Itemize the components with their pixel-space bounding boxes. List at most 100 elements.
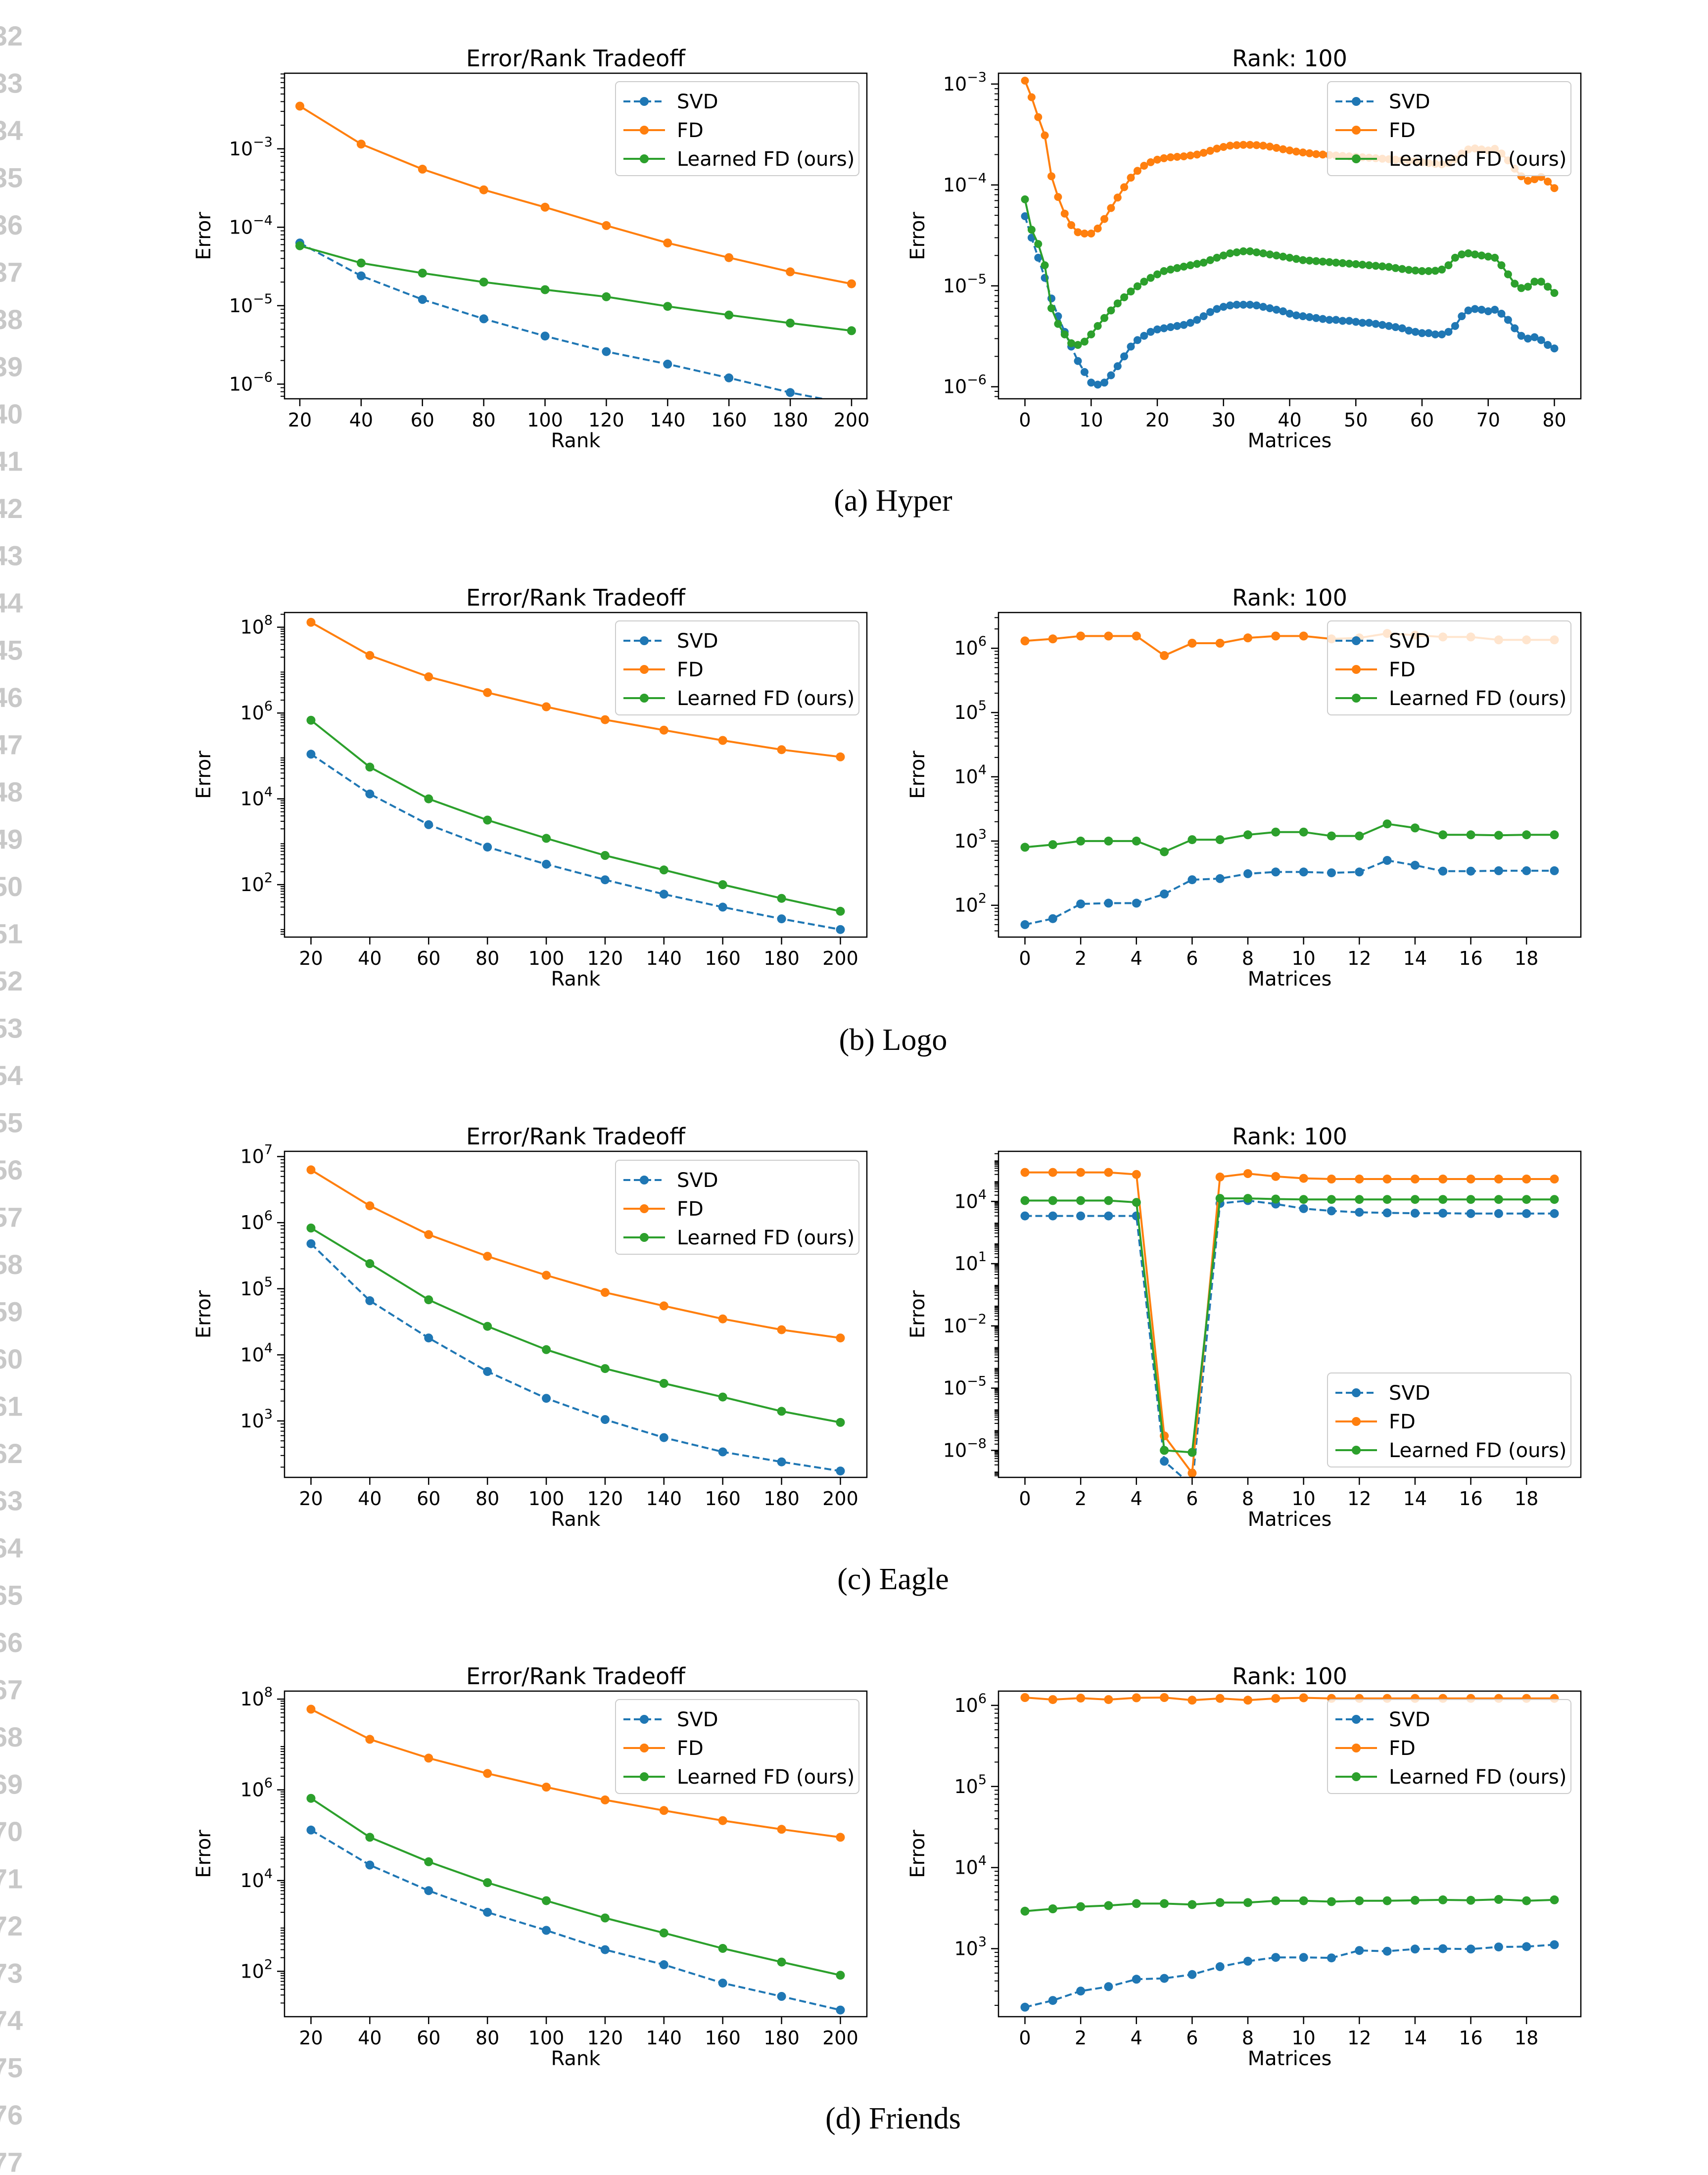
x-tick-label: 4 [1131, 2027, 1142, 2049]
data-point-fd [786, 267, 795, 277]
data-point-fd [1127, 174, 1135, 182]
line-number: 59 [0, 1296, 23, 1327]
line-number: 40 [0, 398, 23, 429]
data-point-svd [1076, 1986, 1086, 1996]
data-point-fd [1153, 155, 1161, 164]
data-point-learned [1544, 283, 1552, 291]
legend-label: SVD [677, 91, 718, 113]
line-number: 32 [0, 20, 23, 51]
data-point-fd [1080, 230, 1089, 237]
data-point-learned [1127, 287, 1135, 296]
chart-logo-matrices: Rank: 100 102 103 104 105 106 0 2 4 6 8 10 12 14 16 18 M… [906, 584, 1582, 991]
data-point-learned [1385, 263, 1393, 271]
captions: (a) Hyper (b) Logo (c) Eagle (d) Friends [825, 484, 961, 2135]
data-point-learned [1424, 267, 1433, 275]
legend-label: FD [677, 1737, 704, 1760]
data-point-fd [600, 1795, 610, 1804]
line-number: 43 [0, 540, 23, 571]
data-point-fd [836, 752, 845, 761]
x-tick-label: 16 [1459, 947, 1482, 969]
data-point-svd [1494, 1209, 1503, 1218]
data-point-learned [1355, 1195, 1364, 1204]
data-point-svd [1484, 307, 1492, 316]
data-point-fd [483, 1769, 492, 1778]
x-tick-label: 10 [1291, 1488, 1315, 1510]
data-point-learned [1524, 283, 1532, 291]
legend-marker [1352, 154, 1361, 163]
series-line-learned [1025, 1197, 1555, 1454]
data-point-learned [1451, 253, 1459, 262]
plot-frame [284, 72, 868, 400]
data-point-fd [365, 651, 375, 660]
chart-title: Error/Rank Tradeoff [466, 1663, 686, 1690]
data-point-fd [1550, 184, 1559, 192]
data-point-svd [1299, 1953, 1308, 1962]
line-number: 73 [0, 1958, 23, 1989]
data-point-svd [1332, 316, 1340, 324]
data-point-svd [1076, 899, 1086, 908]
legend-marker [640, 636, 649, 645]
data-point-svd [1410, 1944, 1420, 1954]
data-point-fd [1107, 204, 1115, 212]
data-point-learned [1292, 255, 1300, 263]
line-number: 45 [0, 635, 23, 666]
data-point-learned [483, 815, 492, 825]
x-tick-label: 120 [587, 1488, 623, 1510]
data-point-learned [1438, 1195, 1448, 1204]
data-point-fd [724, 253, 734, 262]
data-point-learned [295, 241, 304, 250]
chart-title: Error/Rank Tradeoff [466, 584, 686, 611]
x-tick-label: 0 [1019, 947, 1031, 969]
data-point-learned [306, 715, 316, 725]
y-tick-label: 108 [240, 1685, 273, 1710]
data-point-fd [718, 736, 727, 745]
x-tick-label: 18 [1515, 1488, 1538, 1510]
data-point-fd [777, 1325, 786, 1334]
data-point-fd [1187, 639, 1197, 648]
data-point-fd [847, 279, 856, 288]
data-point-learned [1187, 1448, 1197, 1457]
data-point-fd [777, 745, 786, 755]
data-point-fd [663, 238, 672, 248]
data-point-learned [1410, 1195, 1420, 1204]
data-point-svd [418, 295, 427, 304]
data-point-learned [1345, 259, 1353, 268]
data-point-learned [1187, 835, 1197, 845]
data-point-learned [1173, 264, 1182, 272]
data-point-learned [1458, 250, 1466, 259]
data-point-learned [1491, 253, 1499, 262]
data-point-fd [1285, 146, 1294, 154]
line-number: 48 [0, 776, 23, 807]
data-point-svd [1466, 1944, 1475, 1954]
x-tick-label: 2 [1075, 2027, 1087, 2049]
data-point-svd [1382, 1208, 1392, 1218]
data-point-svd [1127, 342, 1135, 351]
legend-marker [640, 1772, 649, 1781]
data-point-learned [1215, 1194, 1225, 1203]
data-point-learned [1497, 261, 1506, 270]
legend-label: FD [677, 1198, 704, 1221]
data-point-learned [1466, 1195, 1475, 1204]
data-point-svd [1266, 304, 1274, 312]
data-point-fd [1243, 1169, 1252, 1178]
data-point-fd [1299, 1693, 1308, 1702]
line-number: 67 [0, 1674, 23, 1705]
chart-hyper-matrices: Rank: 100 10−6 10−5 10−4 10−3 0 10 20 30 40 50 60 70… [906, 45, 1582, 452]
data-point-learned [1410, 1895, 1420, 1905]
data-point-svd [1438, 1209, 1448, 1218]
data-point-svd [1491, 306, 1499, 314]
series-line-fd [1025, 1171, 1555, 1474]
data-point-learned [1187, 1900, 1197, 1909]
data-point-learned [1325, 258, 1333, 266]
data-point-fd [659, 1301, 668, 1311]
x-tick-label: 60 [417, 947, 440, 969]
x-tick-label: 20 [299, 2027, 323, 2049]
data-point-svd [1338, 317, 1347, 325]
line-number: 51 [0, 918, 23, 949]
line-number: 54 [0, 1060, 23, 1091]
data-point-learned [1206, 256, 1214, 264]
data-point-learned [1305, 256, 1314, 265]
data-point-svd [1243, 869, 1252, 878]
data-point-learned [1021, 195, 1029, 203]
y-tick-label: 106 [240, 699, 273, 724]
